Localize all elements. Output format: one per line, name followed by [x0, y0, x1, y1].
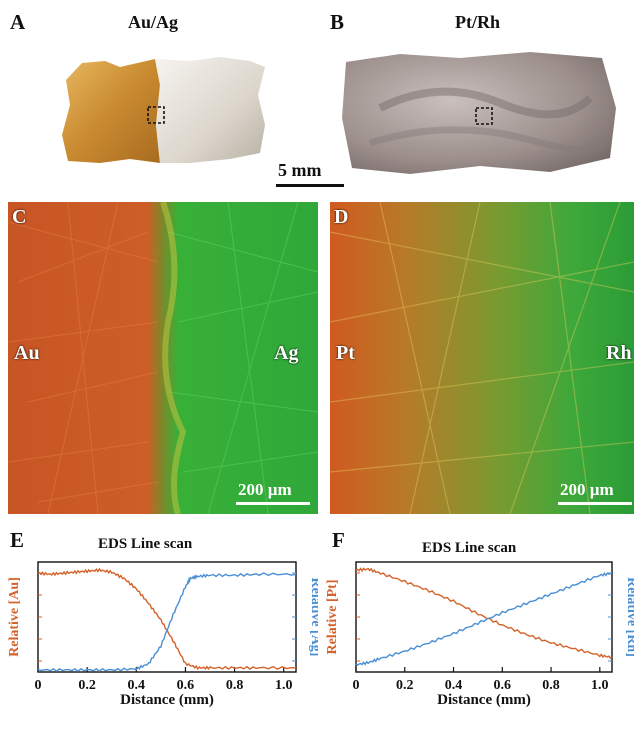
panel-e-letter: E: [10, 528, 25, 552]
panel-a-title: Au/Ag: [128, 12, 179, 32]
top-scale-bar: [276, 184, 344, 187]
chart-f-series-left: [355, 567, 613, 660]
chart-f-xtick-label: 0.8: [542, 678, 560, 693]
pt-rh-eds-map: D Pt Rh 200 µm: [330, 202, 634, 514]
chart-f-xtick-label: 1.0: [591, 678, 609, 693]
chart-e-xtick-label: 0.6: [177, 678, 195, 693]
d-scale-label: 200 µm: [560, 480, 614, 499]
c-scale-label: 200 µm: [238, 480, 292, 499]
chart-e-xtick-label: 0.2: [78, 678, 96, 693]
chart-e-xtick-label: 0: [35, 678, 42, 693]
ag-label: Ag: [274, 342, 299, 364]
au-ag-eds-map: C Au Ag 200 µm: [8, 202, 318, 514]
chart-f-title: EDS Line scan: [422, 540, 517, 556]
chart-e-title: EDS Line scan: [98, 536, 193, 552]
chart-e: 0 0.2 0.4 0.6 0.8 1.0 Distance (mm) Relative [A…: [7, 561, 318, 708]
chart-e-ylabel-right: Relative [Ag]: [308, 578, 318, 657]
c-scale-bar: [236, 502, 310, 505]
chart-f-ylabel-left: Relative [Pt]: [325, 579, 340, 654]
chart-f-xtick-label: 0.2: [396, 678, 414, 693]
top-scale-label: 5 mm: [278, 160, 322, 180]
chart-f-ylabel-right: Relative [Rh]: [624, 577, 634, 657]
panel-d-letter: D: [334, 206, 349, 228]
chart-f-series-right: [355, 572, 613, 666]
panel-f-letter: F: [332, 528, 345, 552]
au-label: Au: [14, 342, 40, 364]
chart-f-xtick-label: 0.6: [494, 678, 512, 693]
d-scale-bar: [558, 502, 632, 505]
chart-e-plot-frame: [37, 561, 297, 673]
chart-e-xtick-label: 1.0: [275, 678, 293, 693]
chart-e-ylabel-left: Relative [Au]: [7, 577, 22, 657]
rh-label: Rh: [606, 342, 632, 364]
pt-rh-sample-photo: [340, 48, 620, 178]
panel-b-letter: B: [330, 10, 345, 34]
chart-f-xlabel: Distance (mm): [437, 692, 531, 708]
chart-e-xtick-label: 0.4: [128, 678, 146, 693]
chart-f: 0 0.2 0.4 0.6 0.8 1.0 Distance (mm) Relative [P…: [325, 561, 634, 708]
panel-b-title: Pt/Rh: [455, 12, 500, 32]
chart-f-xtick-label: 0: [353, 678, 360, 693]
au-ag-sample-photo: [60, 55, 275, 170]
pt-label: Pt: [336, 342, 355, 364]
panel-c-letter: C: [12, 206, 27, 228]
panel-a-letter: A: [10, 10, 26, 34]
chart-e-series-right: [37, 572, 297, 673]
chart-e-xtick-label: 0.8: [226, 678, 244, 693]
chart-e-series-left: [37, 567, 297, 671]
chart-e-xlabel: Distance (mm): [120, 692, 214, 708]
chart-f-xtick-label: 0.4: [445, 678, 463, 693]
